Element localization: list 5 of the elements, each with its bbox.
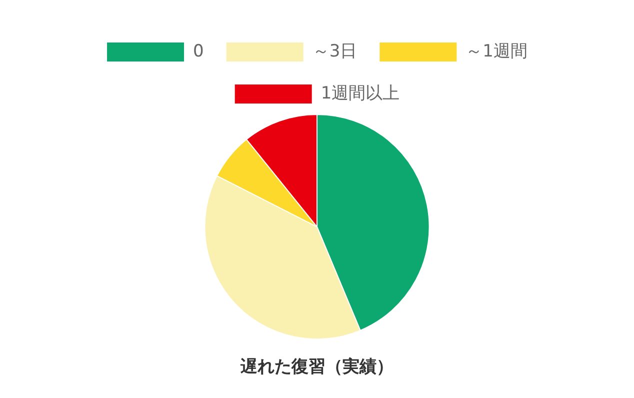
text: 遅れた復習（実績） <box>240 357 394 378</box>
legend-label: ～1週間 <box>466 41 528 62</box>
legend-label: 0 <box>193 41 204 62</box>
legend-label: 1週間以上 <box>320 83 400 104</box>
legend-label: ～3日 <box>312 41 358 62</box>
